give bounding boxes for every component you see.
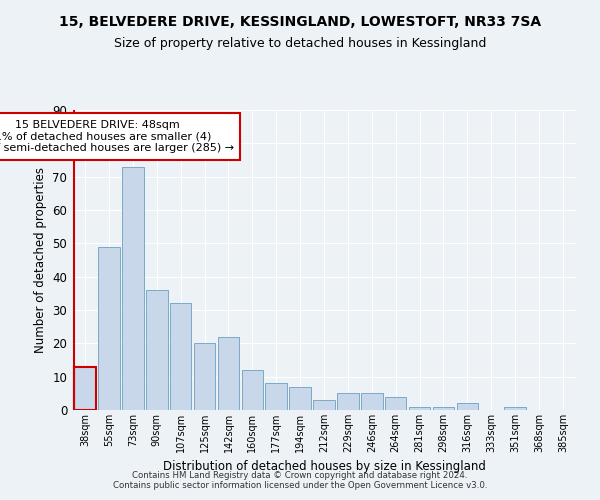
- Bar: [74, 366, 96, 410]
- Bar: [313, 400, 335, 410]
- Text: 15 BELVEDERE DRIVE: 48sqm
← 1% of detached houses are smaller (4)
99% of semi-de: 15 BELVEDERE DRIVE: 48sqm ← 1% of detach…: [0, 120, 233, 153]
- Bar: [98, 246, 120, 410]
- Bar: [146, 290, 167, 410]
- Bar: [385, 396, 406, 410]
- X-axis label: Distribution of detached houses by size in Kessingland: Distribution of detached houses by size …: [163, 460, 485, 473]
- Bar: [337, 394, 359, 410]
- Text: Size of property relative to detached houses in Kessingland: Size of property relative to detached ho…: [114, 38, 486, 51]
- Bar: [265, 384, 287, 410]
- Text: Contains HM Land Registry data © Crown copyright and database right 2024.
Contai: Contains HM Land Registry data © Crown c…: [113, 470, 487, 490]
- Bar: [457, 404, 478, 410]
- Bar: [242, 370, 263, 410]
- Bar: [289, 386, 311, 410]
- Y-axis label: Number of detached properties: Number of detached properties: [34, 167, 47, 353]
- Bar: [194, 344, 215, 410]
- Bar: [122, 166, 143, 410]
- Bar: [218, 336, 239, 410]
- Bar: [409, 406, 430, 410]
- Text: 15, BELVEDERE DRIVE, KESSINGLAND, LOWESTOFT, NR33 7SA: 15, BELVEDERE DRIVE, KESSINGLAND, LOWEST…: [59, 15, 541, 29]
- Bar: [433, 406, 454, 410]
- Bar: [170, 304, 191, 410]
- Bar: [505, 406, 526, 410]
- Bar: [361, 394, 383, 410]
